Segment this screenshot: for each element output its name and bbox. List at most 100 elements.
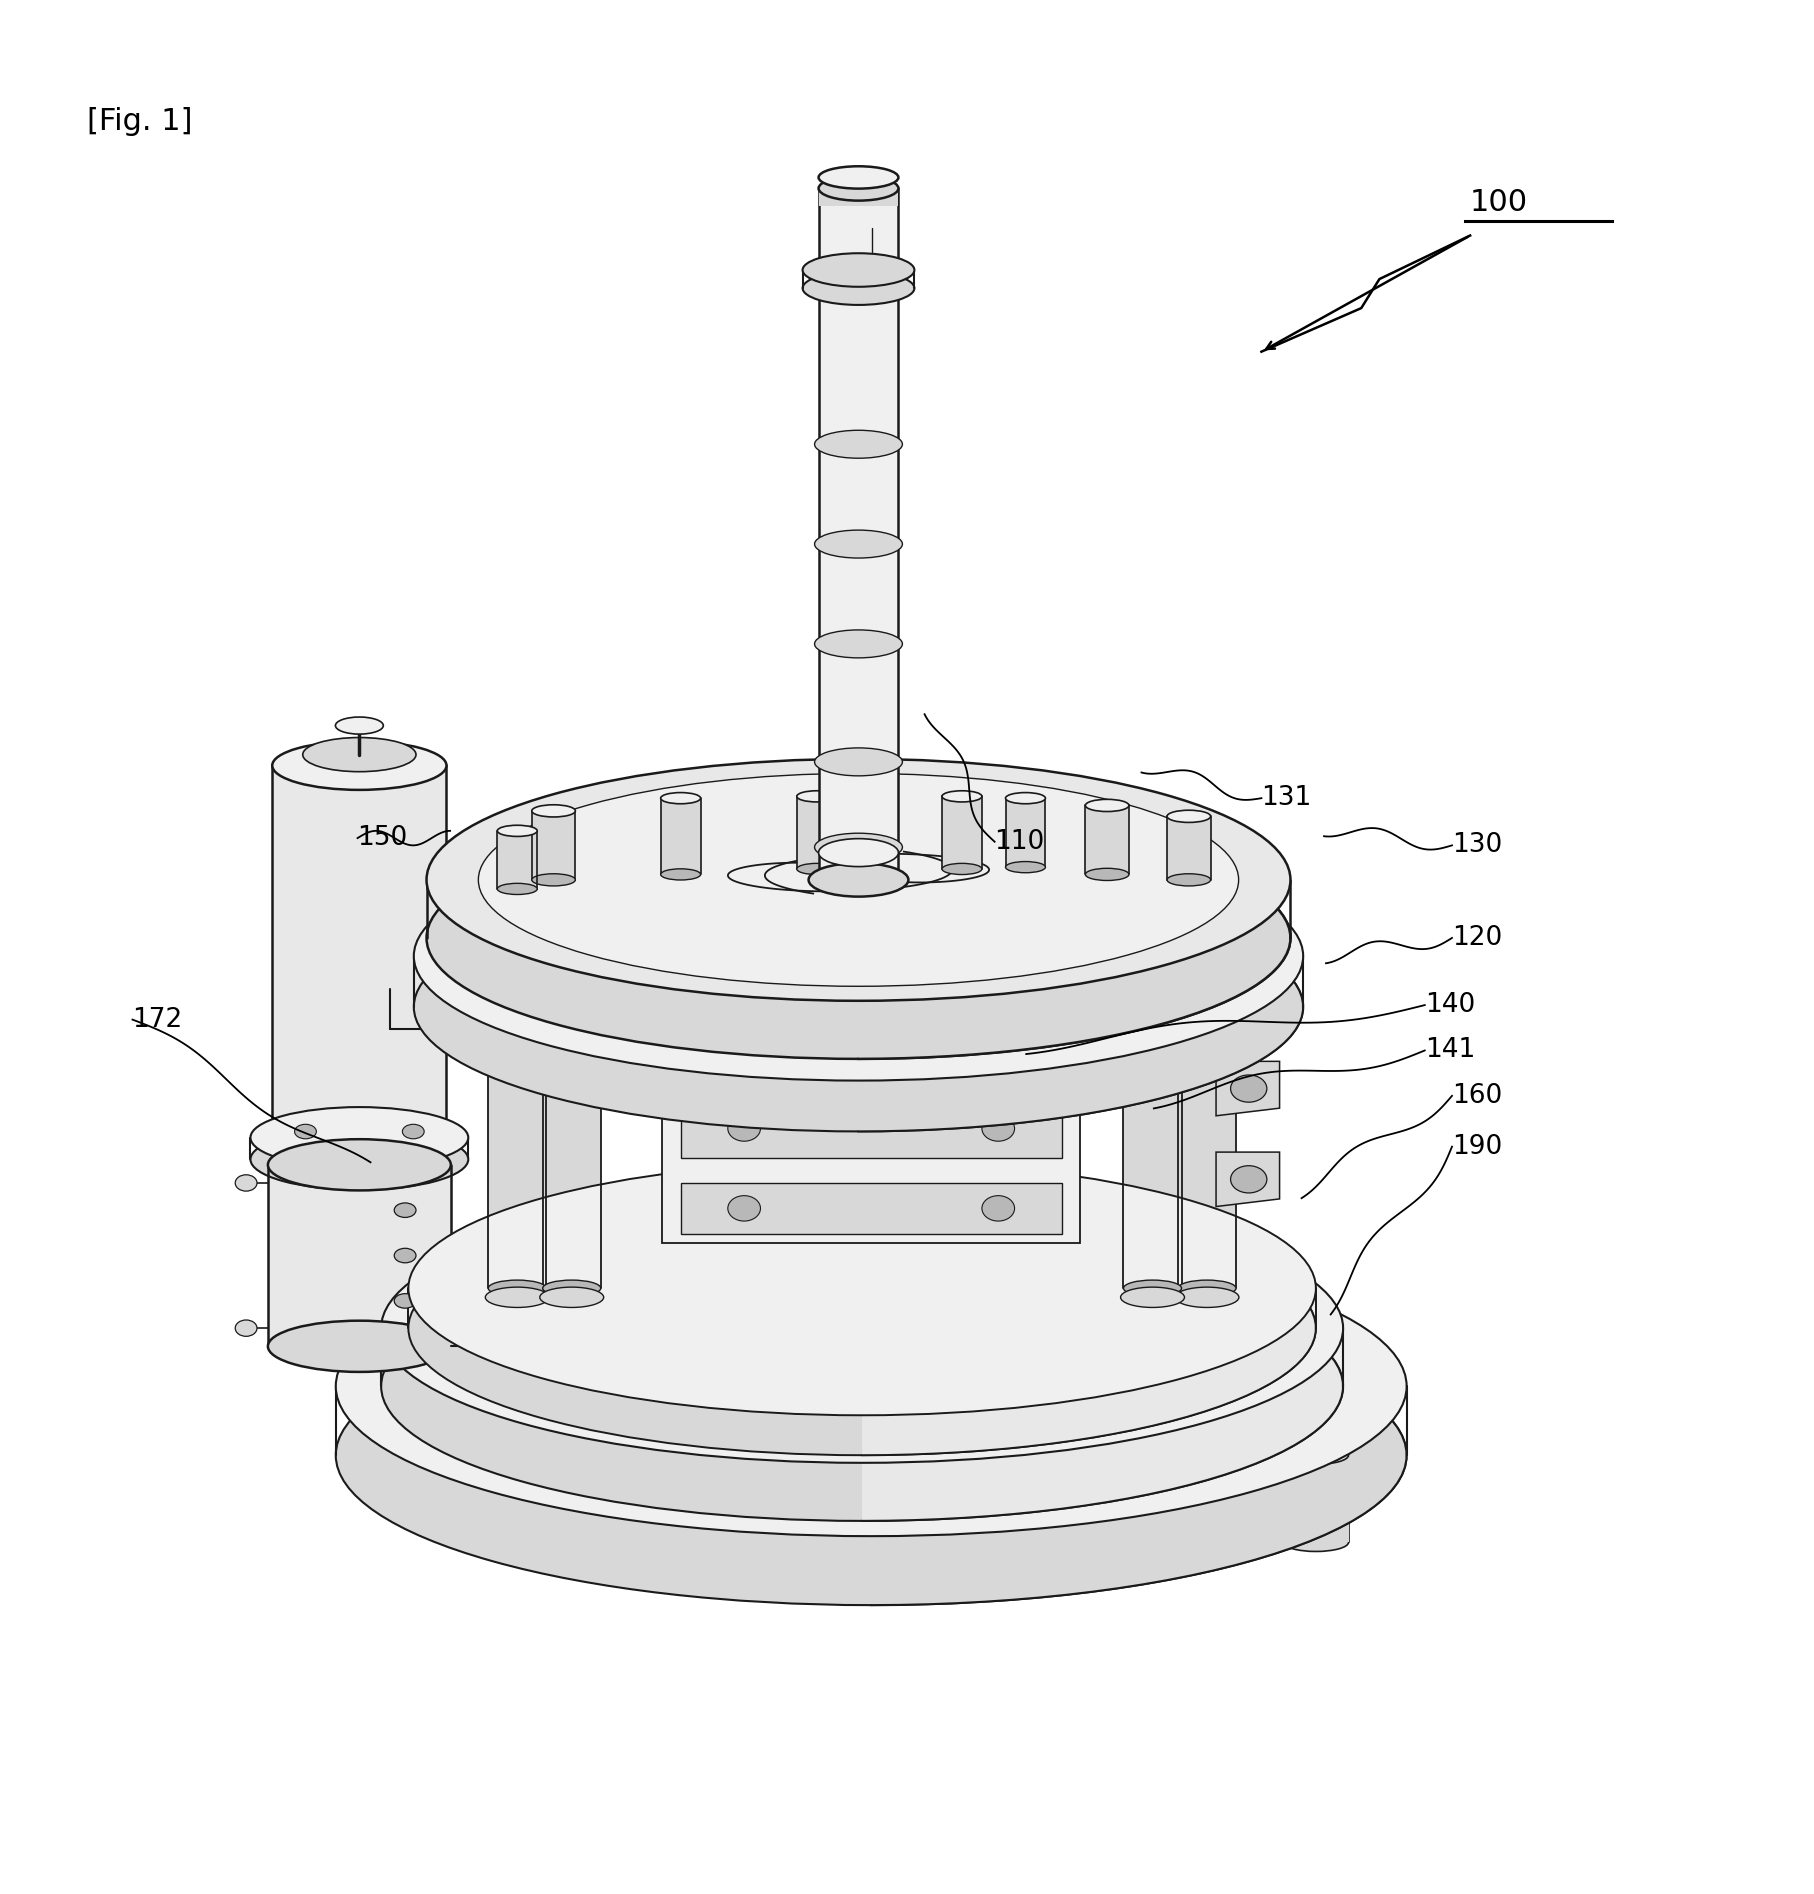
Polygon shape: [532, 811, 575, 881]
Ellipse shape: [1123, 998, 1181, 1015]
Ellipse shape: [481, 1324, 521, 1333]
Ellipse shape: [611, 1383, 648, 1390]
Ellipse shape: [488, 998, 546, 1015]
Polygon shape: [858, 759, 1290, 1059]
Ellipse shape: [660, 869, 700, 881]
Ellipse shape: [807, 864, 909, 896]
Ellipse shape: [1025, 1273, 1058, 1294]
Ellipse shape: [842, 1375, 882, 1383]
Text: 150: 150: [357, 826, 408, 850]
Ellipse shape: [1166, 811, 1210, 822]
Ellipse shape: [294, 1125, 316, 1138]
Ellipse shape: [250, 1108, 468, 1169]
Polygon shape: [268, 1165, 450, 1347]
Ellipse shape: [530, 1349, 570, 1358]
Ellipse shape: [941, 792, 981, 801]
Ellipse shape: [484, 983, 550, 1002]
Polygon shape: [796, 795, 836, 869]
Ellipse shape: [1041, 1335, 1087, 1345]
Ellipse shape: [972, 1352, 1009, 1362]
Ellipse shape: [336, 1305, 1406, 1604]
Ellipse shape: [1056, 1532, 1121, 1551]
Ellipse shape: [1094, 1383, 1130, 1390]
Ellipse shape: [1085, 799, 1128, 811]
Ellipse shape: [1005, 792, 1045, 803]
Ellipse shape: [733, 1411, 769, 1419]
Ellipse shape: [802, 254, 914, 286]
Polygon shape: [1056, 1455, 1121, 1542]
Ellipse shape: [814, 748, 902, 777]
Polygon shape: [662, 1089, 1079, 1242]
Text: 140: 140: [1424, 992, 1475, 1019]
Ellipse shape: [426, 816, 1290, 1059]
Ellipse shape: [1234, 1381, 1279, 1392]
Text: 100: 100: [1469, 188, 1527, 218]
Ellipse shape: [336, 1237, 1406, 1536]
Text: [Fig. 1]: [Fig. 1]: [87, 106, 192, 136]
Ellipse shape: [766, 1532, 831, 1551]
Ellipse shape: [484, 1288, 550, 1307]
Ellipse shape: [336, 718, 383, 735]
Polygon shape: [1177, 1008, 1235, 1288]
Ellipse shape: [818, 167, 898, 189]
Ellipse shape: [802, 271, 914, 305]
Text: 130: 130: [1451, 831, 1502, 858]
Ellipse shape: [394, 1248, 415, 1263]
Ellipse shape: [497, 883, 537, 894]
Polygon shape: [662, 1074, 1101, 1089]
Ellipse shape: [1154, 1299, 1194, 1307]
Ellipse shape: [539, 1288, 604, 1307]
Ellipse shape: [814, 631, 902, 657]
Polygon shape: [818, 188, 898, 206]
Ellipse shape: [463, 1381, 508, 1392]
Ellipse shape: [515, 1354, 561, 1364]
Ellipse shape: [532, 805, 575, 816]
Ellipse shape: [847, 1436, 892, 1445]
Ellipse shape: [1177, 998, 1235, 1015]
Text: 190: 190: [1451, 1135, 1502, 1159]
Ellipse shape: [381, 1193, 1342, 1462]
Ellipse shape: [272, 1114, 446, 1161]
Ellipse shape: [1282, 1445, 1348, 1464]
Ellipse shape: [1119, 1288, 1185, 1307]
Ellipse shape: [1230, 1076, 1266, 1102]
Ellipse shape: [666, 1273, 698, 1294]
Polygon shape: [272, 765, 446, 1138]
Ellipse shape: [655, 1428, 700, 1438]
Ellipse shape: [1123, 1280, 1181, 1295]
Ellipse shape: [414, 831, 1302, 1081]
Ellipse shape: [488, 1280, 546, 1295]
Polygon shape: [488, 1008, 546, 1288]
Ellipse shape: [814, 833, 902, 862]
Ellipse shape: [381, 1252, 1342, 1521]
Ellipse shape: [847, 1328, 892, 1337]
Bar: [680, 1099, 1061, 1157]
Ellipse shape: [655, 1335, 700, 1345]
Polygon shape: [493, 1455, 559, 1542]
Polygon shape: [766, 1455, 831, 1542]
Ellipse shape: [236, 1320, 258, 1337]
Polygon shape: [1005, 797, 1045, 867]
Ellipse shape: [303, 737, 415, 771]
Ellipse shape: [408, 1201, 1315, 1455]
Ellipse shape: [236, 1174, 258, 1191]
Ellipse shape: [981, 1195, 1014, 1222]
Ellipse shape: [1177, 1280, 1235, 1295]
Polygon shape: [1215, 1061, 1279, 1116]
Ellipse shape: [1056, 1445, 1121, 1464]
Ellipse shape: [727, 1195, 760, 1222]
Polygon shape: [871, 1237, 1406, 1604]
Ellipse shape: [662, 1367, 702, 1377]
Ellipse shape: [1154, 1349, 1194, 1358]
Ellipse shape: [394, 1294, 415, 1309]
Ellipse shape: [818, 176, 898, 201]
Ellipse shape: [272, 741, 446, 790]
Polygon shape: [1282, 1455, 1348, 1542]
Ellipse shape: [814, 430, 902, 458]
Ellipse shape: [1085, 867, 1128, 881]
Ellipse shape: [660, 792, 700, 803]
Polygon shape: [862, 1193, 1342, 1521]
Ellipse shape: [1203, 1324, 1243, 1333]
Ellipse shape: [814, 530, 902, 559]
Ellipse shape: [941, 864, 981, 875]
